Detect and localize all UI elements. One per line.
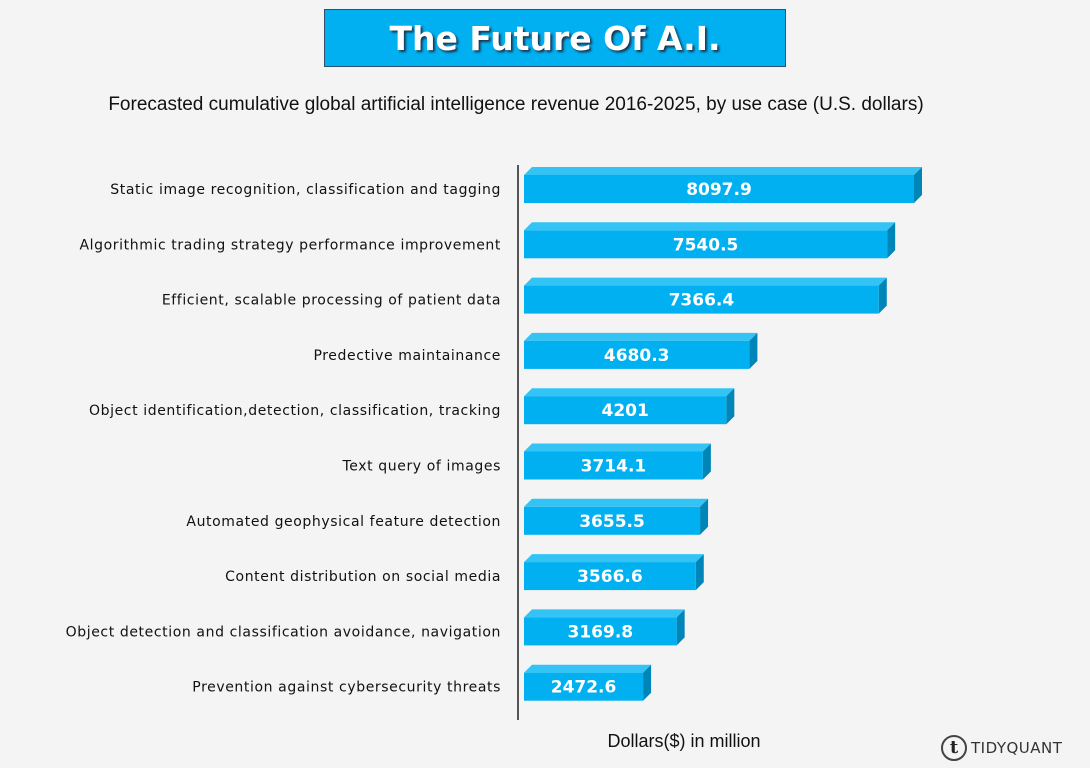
category-label: Automated geophysical feature detection bbox=[186, 514, 501, 530]
bar-top bbox=[524, 167, 922, 175]
title-box: The Future Of A.I. bbox=[324, 9, 786, 67]
bar bbox=[524, 340, 750, 369]
category-label: Efficient, scalable processing of patien… bbox=[162, 293, 501, 309]
bar-top bbox=[524, 277, 887, 286]
category-label: Algorithmic trading strategy performance… bbox=[79, 237, 501, 253]
bar bbox=[524, 175, 914, 203]
bar bbox=[524, 506, 701, 535]
bar-value-label: 3169.8 bbox=[568, 622, 634, 642]
bar-value-label: 8097.9 bbox=[686, 180, 752, 200]
bar-group: 4680.3 Predective maintainance bbox=[313, 332, 758, 369]
bar-top bbox=[524, 498, 709, 507]
bar bbox=[524, 451, 703, 480]
bar bbox=[524, 672, 644, 701]
bar-group: 2472.6 Prevention against cybersecurity t… bbox=[192, 664, 652, 701]
bar-value-label: 3655.5 bbox=[579, 512, 645, 532]
bar-side bbox=[726, 388, 735, 425]
bar-value-label: 4680.3 bbox=[604, 346, 670, 366]
bar-group: 7540.5 Algorithmic trading strategy perfo… bbox=[79, 222, 896, 259]
bar-top bbox=[524, 222, 896, 231]
bar-side bbox=[914, 167, 922, 203]
bar-group: 8097.9 Static image recognition, classifi… bbox=[110, 167, 922, 203]
category-label: Static image recognition, classification… bbox=[110, 182, 501, 198]
category-label: Prevention against cybersecurity threats bbox=[192, 680, 501, 696]
bar-group: 3169.8 Object detection and classificatio… bbox=[66, 609, 685, 646]
bar-value-label: 3714.1 bbox=[581, 457, 647, 477]
bar-value-label: 7540.5 bbox=[673, 235, 739, 255]
bar-value-label: 2472.6 bbox=[551, 678, 617, 698]
category-label: Content distribution on social media bbox=[225, 569, 501, 585]
bar-group: 4201 Object identification,detection, cla… bbox=[89, 388, 735, 425]
chart-subtitle: Forecasted cumulative global artificial … bbox=[108, 94, 924, 115]
bar-top bbox=[524, 554, 704, 563]
bar-side bbox=[643, 664, 652, 701]
bar bbox=[524, 285, 879, 314]
bar-top bbox=[524, 332, 758, 341]
bar-side bbox=[887, 222, 896, 259]
bar-value-label: 3566.6 bbox=[577, 567, 643, 587]
bar-group: 7366.4 Efficient, scalable processing of … bbox=[162, 277, 887, 314]
x-axis-label: Dollars($) in million bbox=[607, 731, 761, 751]
category-label: Text query of images bbox=[342, 459, 501, 475]
bar bbox=[524, 562, 696, 591]
bar-group: 3566.6 Content distribution on social med… bbox=[225, 554, 704, 591]
bar-group: 3714.1 Text query of images bbox=[342, 443, 711, 480]
bar bbox=[524, 230, 888, 259]
bar-top bbox=[524, 388, 735, 397]
bar-side bbox=[695, 554, 704, 591]
category-label: Predective maintainance bbox=[313, 348, 501, 364]
category-label: Object identification,detection, classif… bbox=[89, 403, 501, 419]
bar-side bbox=[749, 332, 758, 369]
chart-title: The Future Of A.I. bbox=[389, 18, 721, 58]
bar-value-label: 7366.4 bbox=[669, 291, 735, 311]
bar-side bbox=[676, 609, 685, 646]
bar-top bbox=[524, 443, 711, 452]
bar-group: 3655.5 Automated geophysical feature dete… bbox=[186, 498, 709, 535]
logo-mark-icon: t bbox=[941, 735, 967, 761]
bar-top bbox=[524, 609, 685, 618]
bar bbox=[524, 396, 727, 425]
bar-side bbox=[878, 277, 887, 314]
bar-side bbox=[700, 498, 709, 535]
bar-side bbox=[702, 443, 711, 480]
bar-top bbox=[524, 664, 652, 673]
tidyquant-logo: t TIDYQUANT bbox=[941, 733, 1062, 763]
bar bbox=[524, 617, 677, 646]
category-label: Object detection and classification avoi… bbox=[66, 624, 501, 640]
logo-text: TIDYQUANT bbox=[971, 739, 1063, 757]
bar-value-label: 4201 bbox=[601, 401, 648, 421]
